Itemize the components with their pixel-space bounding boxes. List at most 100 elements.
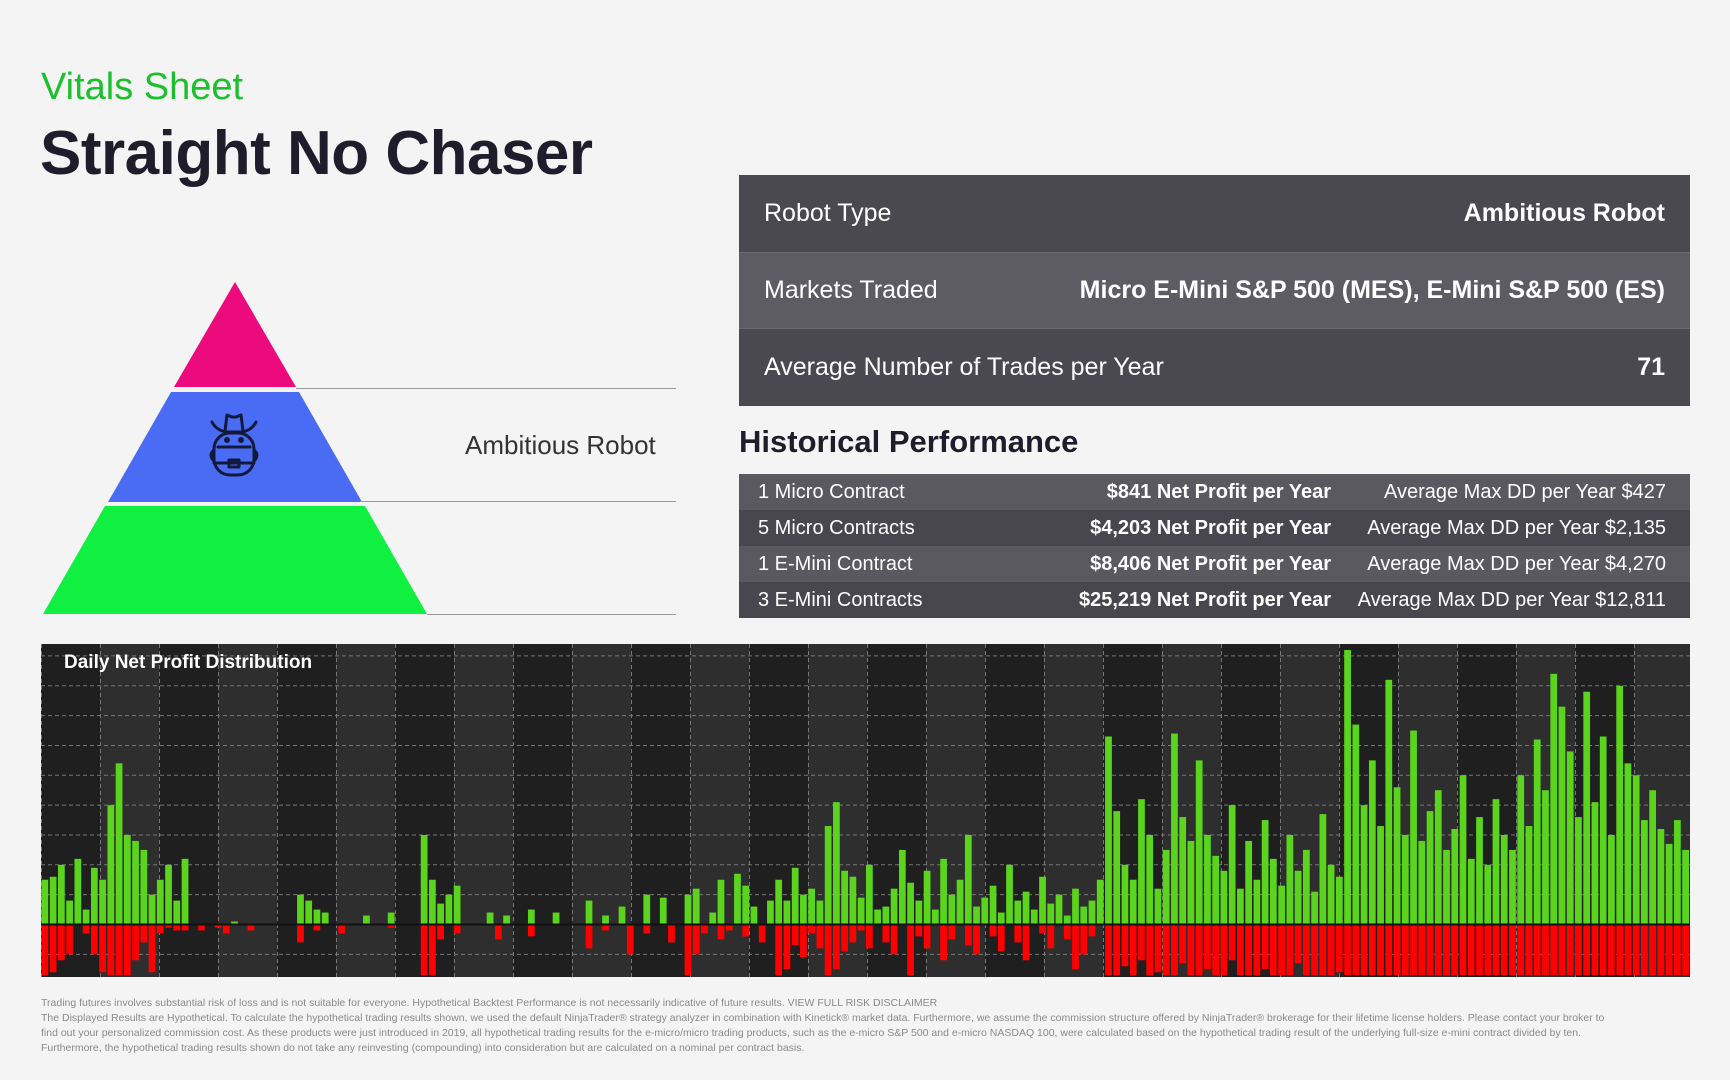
- robot-tier-label: Ambitious Robot: [465, 430, 656, 460]
- drawdown-cell: Average Max DD per Year $2,135: [1367, 516, 1666, 539]
- profit-bar: [429, 879, 436, 925]
- profit-bar: [800, 894, 807, 925]
- loss-bar: [1451, 924, 1459, 976]
- loss-bar: [1047, 924, 1055, 949]
- pyramid-divider: [360, 501, 676, 502]
- loss-bar: [1162, 924, 1170, 976]
- loss-bar: [198, 924, 205, 931]
- loss-bar: [684, 924, 692, 976]
- loss-bar: [156, 924, 164, 934]
- profit-bar: [783, 900, 791, 925]
- profit-bar: [1649, 790, 1657, 925]
- profit-bar: [1096, 879, 1104, 925]
- loss-bar: [1253, 924, 1261, 976]
- profit-bar: [387, 912, 395, 925]
- profit-bar: [618, 906, 626, 925]
- profit-bar: [1393, 787, 1401, 925]
- loss-bar: [1319, 924, 1327, 976]
- loss-bar: [1426, 924, 1434, 976]
- profit-bar: [964, 834, 972, 925]
- loss-bar: [808, 924, 816, 934]
- profit-bar: [890, 888, 898, 925]
- pyramid-bottom-tier: [43, 506, 427, 614]
- profit-bar: [1253, 879, 1261, 925]
- profit-bar: [1451, 829, 1459, 925]
- profit-bar: [1179, 817, 1187, 925]
- daily-net-profit-chart: [41, 644, 1690, 977]
- loss-bar: [1665, 924, 1673, 976]
- profit-bar: [643, 894, 651, 925]
- profit-cell: $4,203 Net Profit per Year: [1090, 516, 1331, 539]
- profit-bar: [1517, 775, 1525, 925]
- loss-bar: [1302, 924, 1310, 976]
- loss-bar: [1286, 924, 1294, 976]
- profit-bar: [1360, 805, 1368, 925]
- loss-bar: [1039, 924, 1046, 934]
- loss-bar: [742, 924, 750, 937]
- loss-bar: [214, 924, 222, 928]
- loss-bar: [1261, 924, 1269, 970]
- profit-bar: [956, 879, 964, 925]
- loss-bar: [1608, 924, 1615, 976]
- vitals-row-trades: Average Number of Trades per Year 71: [739, 329, 1690, 406]
- profit-bar: [1080, 906, 1088, 925]
- loss-bar: [1377, 924, 1384, 976]
- profit-bar: [1195, 760, 1203, 925]
- table-row: 5 Micro Contracts $4,203 Net Profit per …: [739, 510, 1690, 546]
- grid-column-band: [218, 644, 277, 977]
- profit-bar: [82, 909, 90, 925]
- profit-bar: [866, 864, 873, 925]
- profit-bar: [1616, 685, 1624, 925]
- contract-cell: 3 E-Mini Contracts: [758, 588, 923, 611]
- profit-bar: [1039, 876, 1046, 925]
- loss-bar: [222, 924, 230, 934]
- profit-bar: [1599, 736, 1607, 925]
- loss-bar: [1179, 924, 1187, 964]
- page-title: Straight No Chaser: [40, 119, 593, 188]
- vitals-table: Robot Type Ambitious Robot Markets Trade…: [739, 175, 1690, 406]
- loss-bar: [437, 924, 445, 940]
- profit-bar: [1558, 706, 1566, 925]
- grid-column-band: [277, 644, 336, 977]
- profit-bar: [841, 870, 849, 925]
- loss-bar: [1682, 924, 1689, 976]
- vitals-row-markets: Markets Traded Micro E-Mini S&P 500 (MES…: [739, 252, 1690, 329]
- grid-column-band: [454, 644, 513, 977]
- loss-bar: [82, 924, 90, 934]
- loss-bar: [107, 924, 115, 976]
- profit-bar: [915, 900, 923, 925]
- profit-bar: [931, 909, 939, 925]
- loss-bar: [115, 924, 123, 976]
- loss-bar: [90, 924, 98, 955]
- profit-bar: [1072, 888, 1079, 925]
- loss-bar: [692, 924, 700, 955]
- profit-bar: [1608, 834, 1615, 925]
- profit-bar: [1245, 840, 1253, 925]
- profit-bar: [1401, 834, 1409, 925]
- profit-bar: [1500, 834, 1508, 925]
- vitals-label: Average Number of Trades per Year: [764, 353, 1164, 381]
- profit-bar: [1335, 876, 1343, 925]
- profit-bar: [692, 888, 700, 925]
- loss-bar: [494, 924, 502, 940]
- profit-bar: [767, 900, 774, 925]
- profit-bar: [1509, 849, 1516, 925]
- loss-bar: [1220, 924, 1228, 976]
- loss-bar: [1393, 924, 1401, 976]
- loss-bar: [1484, 924, 1492, 976]
- loss-bar: [973, 924, 980, 955]
- profit-bar: [717, 879, 725, 925]
- loss-bar: [668, 924, 675, 943]
- profit-bar: [1311, 891, 1318, 925]
- profit-bar: [1055, 894, 1063, 925]
- loss-bar: [1294, 924, 1302, 964]
- profit-bar: [1302, 849, 1310, 925]
- loss-bar: [857, 924, 865, 931]
- loss-bar: [882, 924, 890, 943]
- loss-bar: [890, 924, 898, 955]
- loss-bar: [1063, 924, 1071, 940]
- profit-bar: [1270, 858, 1277, 925]
- profit-bar: [156, 879, 164, 925]
- grid-column-band: [572, 644, 631, 977]
- loss-bar: [1278, 924, 1285, 976]
